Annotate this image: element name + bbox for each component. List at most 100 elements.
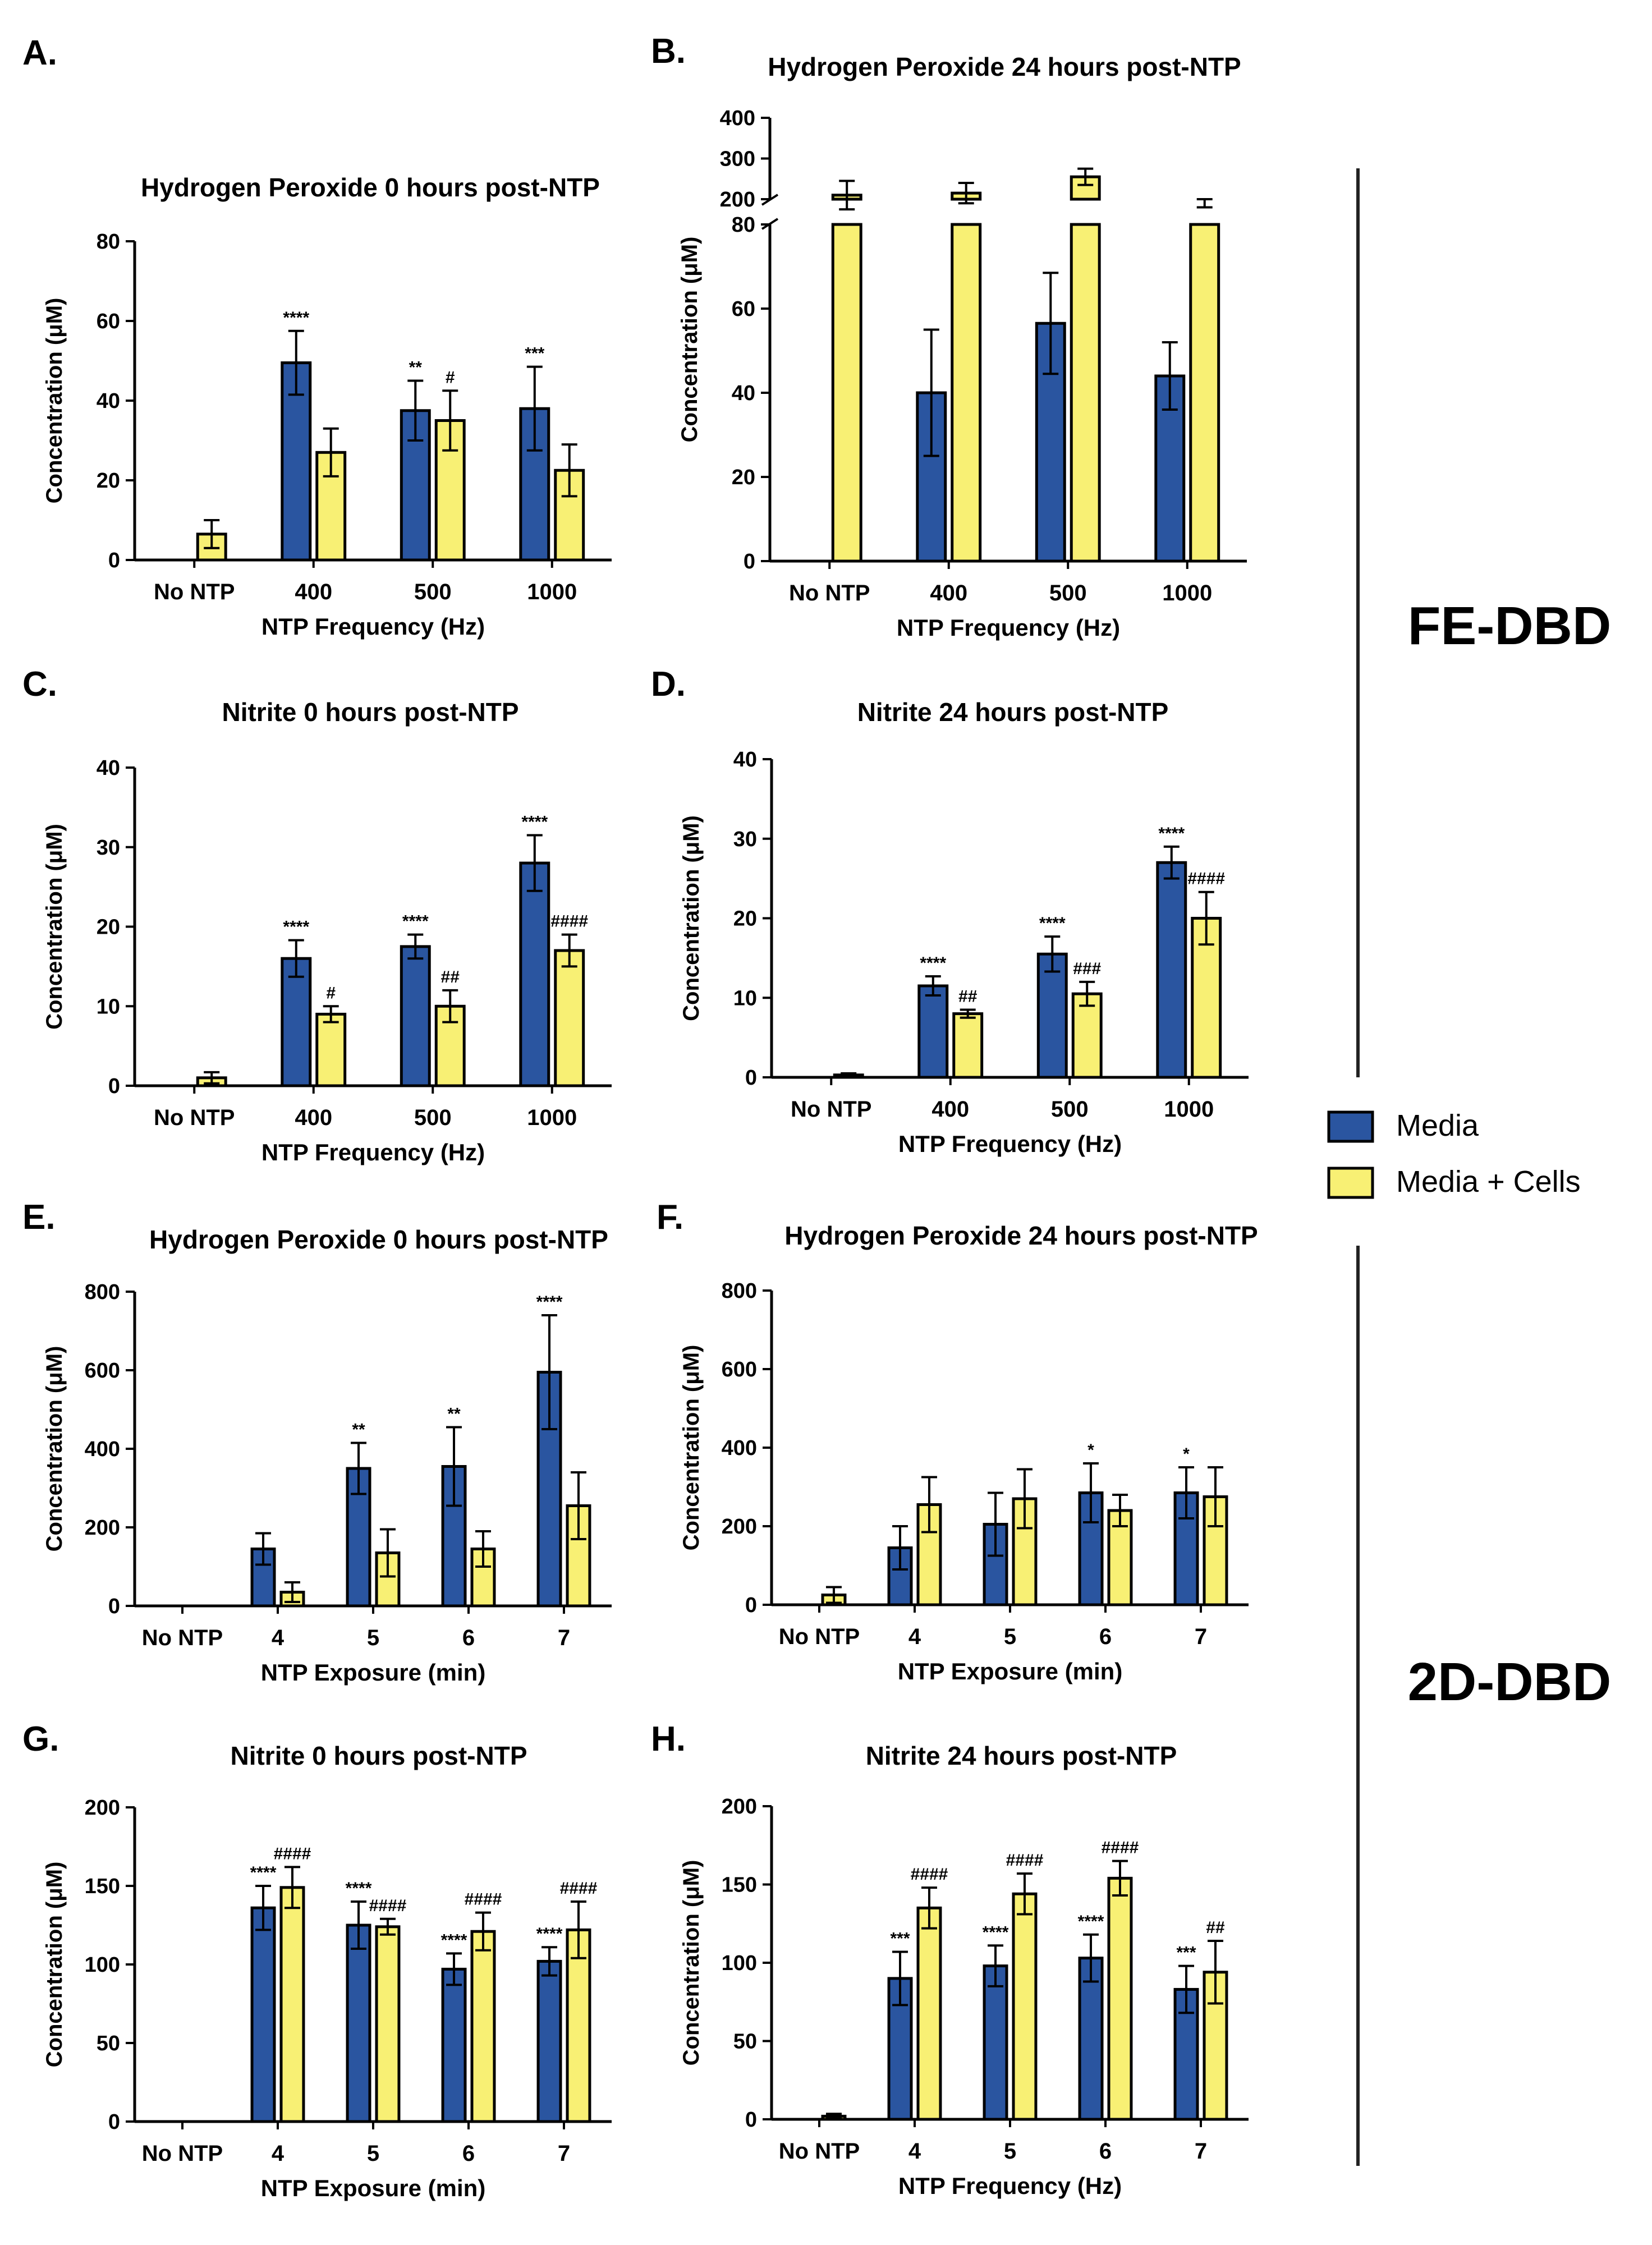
significance-label: **** xyxy=(521,812,548,831)
legend: Media Media + Cells xyxy=(1327,1109,1581,1199)
bar-media xyxy=(441,1967,467,2123)
significance-label: **** xyxy=(283,309,309,327)
x-tick-label: 500 xyxy=(414,580,452,604)
x-tick-label: 1000 xyxy=(527,1105,577,1130)
bar-media xyxy=(281,957,312,1087)
y-tick-label: 80 xyxy=(97,230,120,254)
significance-label: #### xyxy=(550,912,588,931)
significance-label: # xyxy=(326,984,336,1002)
significance-label: #### xyxy=(1102,1839,1139,1857)
x-tick-label: 1000 xyxy=(527,580,577,604)
y-tick-label: 200 xyxy=(85,1796,120,1820)
panel-g: G. Nitrite 0 hours post-NTP 0 50 100 150 200 Co… xyxy=(22,1720,612,2201)
bar-media xyxy=(346,1923,371,2123)
bar-media xyxy=(519,861,550,1087)
y-tick-label: 600 xyxy=(85,1359,120,1383)
bar-media xyxy=(983,1964,1008,2121)
significance-label: **** xyxy=(402,912,429,931)
y-tick-label: 20 xyxy=(97,469,120,493)
x-tick-label: No NTP xyxy=(779,2139,860,2164)
bar-media-cells xyxy=(1189,223,1220,563)
y-tick-label: 800 xyxy=(85,1280,120,1304)
panel-letter: B. xyxy=(651,32,686,71)
bar-media-cells xyxy=(831,223,862,563)
significance-label: #### xyxy=(465,1890,502,1909)
y-tick-label: 40 xyxy=(97,389,120,413)
significance-label: **** xyxy=(1078,1912,1104,1931)
y-axis-label: Concentration (μM) xyxy=(677,237,702,443)
y-tick-label: 60 xyxy=(732,297,755,321)
panel-letter: H. xyxy=(651,1720,686,1759)
x-axis-label: NTP Exposure (min) xyxy=(261,2175,486,2201)
bar-media-cells xyxy=(1012,1892,1038,2121)
significance-label: ## xyxy=(958,988,978,1006)
x-tick-label: 400 xyxy=(931,1097,969,1122)
panel-b: B. Hydrogen Peroxide 24 hours post-NTP 0 20… xyxy=(651,32,1247,641)
x-axis-label: NTP Frequency (Hz) xyxy=(897,614,1120,641)
chart-title: Hydrogen Peroxide 0 hours post-NTP xyxy=(141,173,600,202)
bar-media-cells xyxy=(952,1012,984,1079)
x-tick-label: 7 xyxy=(558,2141,570,2166)
y-tick-label: 0 xyxy=(744,550,755,573)
panel-h: H. Nitrite 24 hours post-NTP 0 50 100 150 200 C… xyxy=(651,1720,1249,2199)
significance-label: ### xyxy=(1073,959,1101,978)
significance-label: **** xyxy=(983,1923,1009,1941)
significance-label: ## xyxy=(1206,1918,1225,1937)
x-axis-label: NTP Frequency (Hz) xyxy=(261,613,485,640)
x-tick-label: 6 xyxy=(462,2141,475,2166)
x-axis-label: NTP Frequency (Hz) xyxy=(261,1139,485,1165)
significance-label: **** xyxy=(1039,914,1066,933)
chart-title: Hydrogen Peroxide 24 hours post-NTP xyxy=(784,1221,1258,1250)
bar-media-cells xyxy=(554,949,585,1087)
y-axis-label: Concentration (μM) xyxy=(42,824,67,1030)
significance-label: **** xyxy=(250,1863,277,1882)
y-tick-label: 200 xyxy=(722,1795,757,1819)
significance-label: **** xyxy=(346,1879,372,1898)
y-tick-label: 0 xyxy=(745,1594,757,1617)
y-tick-label: 800 xyxy=(722,1279,757,1303)
significance-label: **** xyxy=(920,954,946,972)
x-axis-label: NTP Exposure (min) xyxy=(261,1659,486,1686)
y-tick-label: 0 xyxy=(745,1066,757,1090)
y-tick-label: 40 xyxy=(97,756,120,780)
bar-media-cells xyxy=(1070,223,1101,563)
legend-label: Media + Cells xyxy=(1396,1165,1581,1199)
panel-f: F. Hydrogen Peroxide 24 hours post-NTP 0 20… xyxy=(657,1198,1258,1684)
y-tick-label: 40 xyxy=(733,748,757,772)
y-tick-label: 150 xyxy=(85,1875,120,1898)
bar-media-cells xyxy=(375,1925,401,2123)
bar-media-cells xyxy=(566,1928,591,2123)
y-axis-label: Concentration (μM) xyxy=(42,1346,67,1552)
x-tick-label: No NTP xyxy=(789,581,870,605)
panel-a: A. Hydrogen Peroxide 0 hours post-NTP 0 20 4… xyxy=(22,34,612,640)
x-tick-label: 7 xyxy=(1195,2139,1207,2164)
significance-label: # xyxy=(446,368,455,387)
x-axis-label: NTP Exposure (min) xyxy=(898,1658,1123,1684)
significance-label: #### xyxy=(1006,1851,1044,1870)
group-label-fe-dbd: FE-DBD xyxy=(1408,596,1612,656)
y-tick-label: 200 xyxy=(85,1516,120,1540)
y-tick-label: 300 xyxy=(720,148,755,171)
x-tick-label: 7 xyxy=(1195,1624,1207,1649)
legend-swatch xyxy=(1327,1110,1374,1143)
y-axis-label: Concentration (μM) xyxy=(679,815,704,1021)
group-label-2d-dbd: 2D-DBD xyxy=(1408,1652,1612,1712)
bar-media xyxy=(519,407,550,562)
significance-label: **** xyxy=(536,1925,563,1943)
x-tick-label: No NTP xyxy=(154,580,235,604)
x-tick-label: 1000 xyxy=(1162,581,1212,605)
bar-media xyxy=(1156,861,1187,1079)
x-tick-label: 400 xyxy=(930,581,967,605)
x-tick-label: 400 xyxy=(295,1105,332,1130)
y-tick-label: 0 xyxy=(108,549,120,572)
legend-label: Media xyxy=(1396,1109,1479,1142)
significance-label: ** xyxy=(409,359,423,377)
significance-label: ** xyxy=(352,1421,365,1439)
y-tick-label: 80 xyxy=(732,213,755,237)
y-tick-label: 40 xyxy=(732,382,755,405)
y-tick-label: 30 xyxy=(733,828,757,851)
y-tick-label: 60 xyxy=(97,310,120,333)
x-axis-label: NTP Frequency (Hz) xyxy=(898,1131,1122,1157)
panel-c: C. Nitrite 0 hours post-NTP 0 10 20 30 40 Conce… xyxy=(22,665,612,1165)
x-tick-label: 4 xyxy=(908,2139,921,2164)
